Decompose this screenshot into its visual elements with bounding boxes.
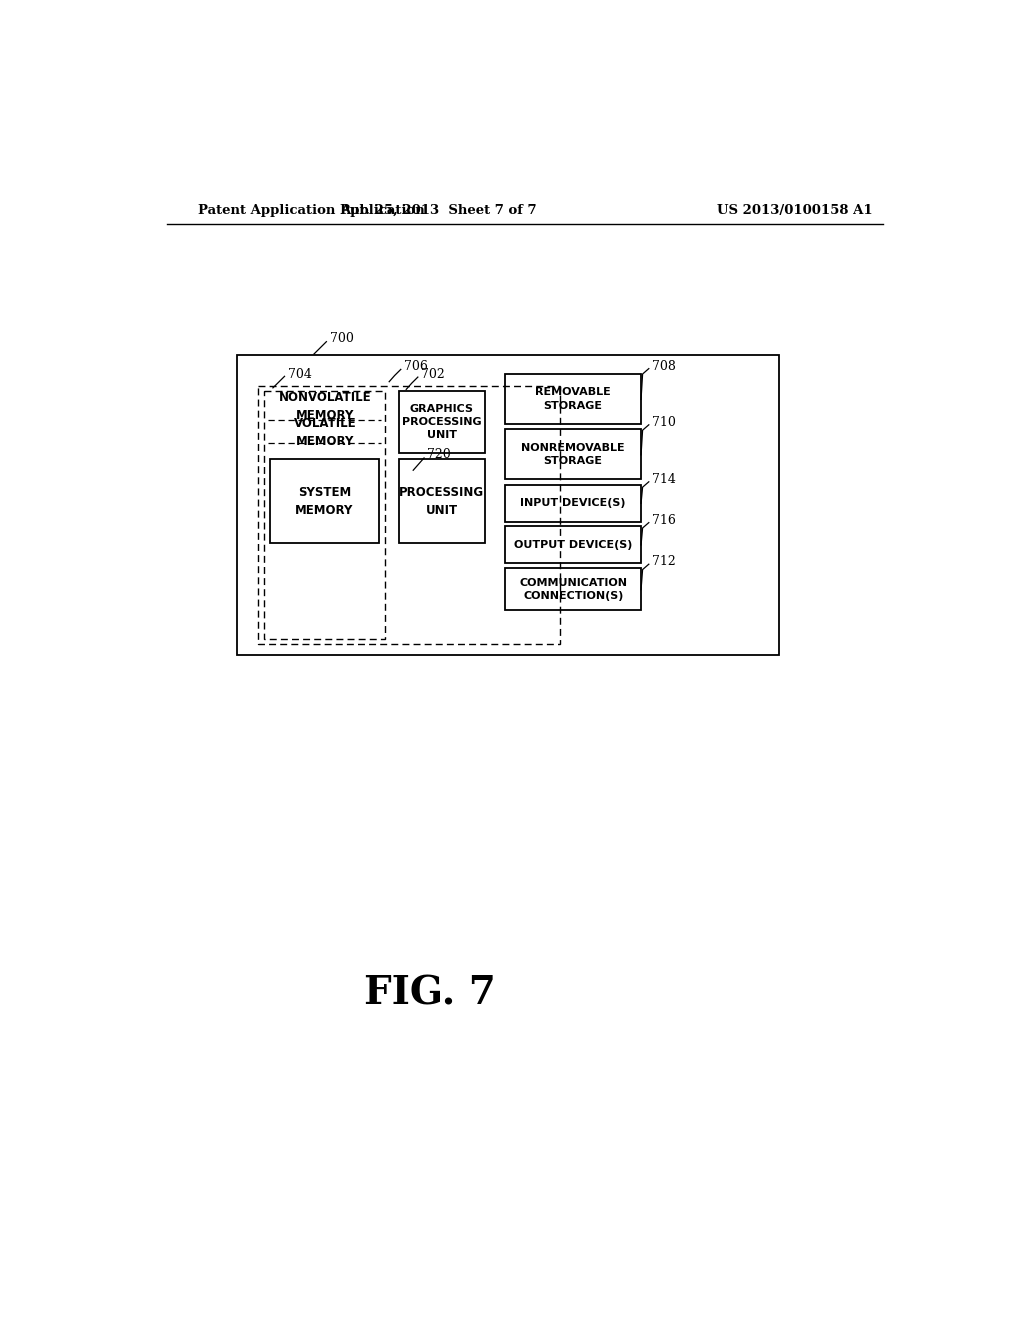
Text: VOLATILE
MEMORY: VOLATILE MEMORY	[294, 417, 356, 447]
Bar	[264, 391, 385, 639]
Text: FIG. 7: FIG. 7	[365, 975, 497, 1012]
Text: 712: 712	[652, 556, 676, 569]
Bar	[506, 484, 641, 521]
Text: COMMUNICATION
CONNECTION(S): COMMUNICATION CONNECTION(S)	[519, 578, 628, 601]
Text: US 2013/0100158 A1: US 2013/0100158 A1	[717, 205, 872, 218]
Bar	[506, 429, 641, 479]
Text: 708: 708	[652, 360, 676, 372]
Text: Apr. 25, 2013  Sheet 7 of 7: Apr. 25, 2013 Sheet 7 of 7	[340, 205, 537, 218]
Text: OUTPUT DEVICE(S): OUTPUT DEVICE(S)	[514, 540, 633, 550]
Text: GRAPHICS
PROCESSING
UNIT: GRAPHICS PROCESSING UNIT	[402, 404, 481, 440]
Text: 700: 700	[331, 333, 354, 345]
Text: REMOVABLE
STORAGE: REMOVABLE STORAGE	[536, 388, 611, 411]
Text: SYSTEM
MEMORY: SYSTEM MEMORY	[295, 486, 353, 516]
Text: PROCESSING
UNIT: PROCESSING UNIT	[399, 486, 484, 516]
Text: 702: 702	[421, 367, 444, 380]
Bar	[399, 459, 484, 544]
Bar	[506, 527, 641, 564]
Bar	[237, 355, 779, 655]
Bar	[258, 385, 560, 644]
Text: 710: 710	[652, 416, 676, 429]
Bar	[506, 374, 641, 424]
Text: INPUT DEVICE(S): INPUT DEVICE(S)	[520, 499, 626, 508]
Text: 704: 704	[288, 367, 311, 380]
Text: NONVOLATILE
MEMORY: NONVOLATILE MEMORY	[279, 391, 371, 422]
Text: NONREMOVABLE
STORAGE: NONREMOVABLE STORAGE	[521, 444, 625, 466]
Text: 720: 720	[427, 449, 451, 462]
Text: 706: 706	[403, 360, 428, 372]
Text: Patent Application Publication: Patent Application Publication	[198, 205, 425, 218]
Text: 716: 716	[652, 513, 676, 527]
Text: 714: 714	[652, 473, 676, 486]
Bar	[506, 568, 641, 610]
Bar	[270, 459, 379, 544]
Bar	[399, 391, 484, 453]
